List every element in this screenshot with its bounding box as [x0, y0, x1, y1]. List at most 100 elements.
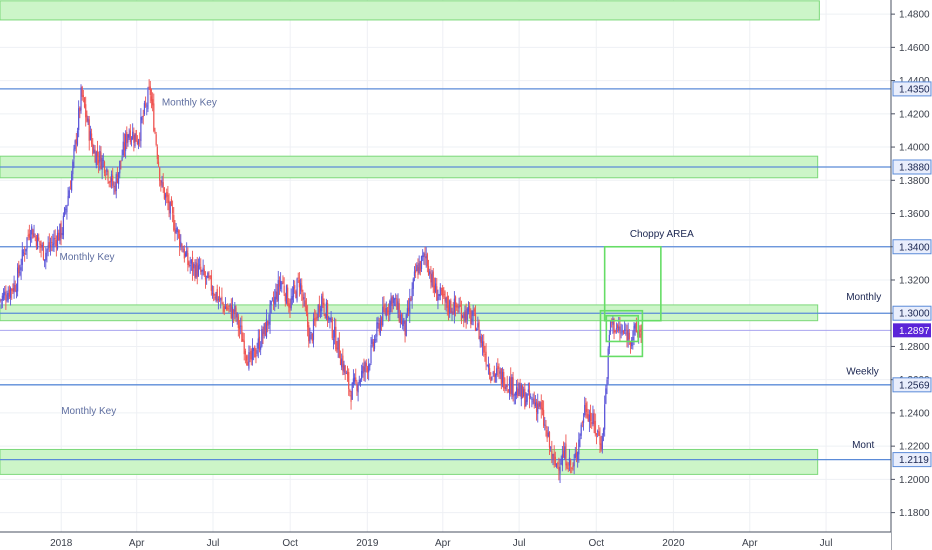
candle-body — [640, 333, 642, 338]
candle-body — [261, 329, 263, 347]
candle-body — [110, 174, 113, 182]
price-tick-label: 1.3200 — [899, 275, 930, 286]
candle-body — [20, 267, 22, 271]
level-price-label: 1.4350 — [899, 84, 930, 95]
candle-body — [554, 456, 556, 466]
candle-body — [281, 282, 283, 285]
candle-body — [168, 200, 170, 211]
candle-body — [291, 296, 293, 300]
candle-body — [175, 229, 177, 234]
candle-body — [500, 368, 502, 385]
grid-lines — [0, 0, 891, 532]
candle-body — [90, 133, 93, 144]
candle-body — [504, 386, 506, 390]
candle-body — [478, 321, 480, 340]
candle-body — [489, 368, 491, 375]
candle-body — [532, 400, 534, 402]
candle-body — [516, 387, 518, 396]
time-tick-label: Jul — [513, 538, 526, 549]
candle-body — [631, 339, 633, 347]
candle-body — [238, 325, 241, 330]
candle-body — [507, 390, 509, 392]
candle-body — [600, 443, 602, 450]
level-price-label: 1.3000 — [899, 309, 930, 320]
candle-body — [139, 139, 141, 141]
time-axis-bg — [0, 532, 891, 550]
candle-body — [308, 325, 310, 342]
candle-body — [505, 385, 507, 390]
candle-body — [216, 289, 218, 302]
candle-body — [133, 134, 135, 143]
zones-layer — [0, 0, 820, 475]
candle-body — [626, 329, 628, 342]
candle-body — [544, 424, 546, 426]
candle-body — [120, 160, 122, 162]
candle-body — [179, 233, 181, 248]
candle-body — [228, 306, 230, 307]
annotation-label: Mont — [852, 440, 874, 451]
candle-body — [339, 359, 342, 366]
candle-body — [45, 252, 47, 261]
candle-body — [518, 383, 520, 395]
candle-body — [424, 254, 426, 256]
candle-body — [38, 237, 40, 241]
candle-body — [546, 430, 548, 439]
candle-body — [183, 248, 185, 259]
candle-body — [223, 306, 225, 312]
candle-body — [233, 309, 235, 314]
candle-body — [8, 289, 10, 297]
candle-body — [537, 403, 539, 414]
candle-body — [491, 376, 493, 380]
candle-body — [108, 181, 110, 184]
level-price-badge — [892, 81, 932, 97]
candle-body — [260, 346, 262, 350]
candle-body — [19, 272, 21, 275]
candle-body — [315, 317, 317, 319]
candle-body — [635, 322, 637, 332]
candle-body — [517, 388, 519, 397]
candle-body — [80, 87, 82, 111]
candle-body — [74, 140, 76, 150]
candle-body — [581, 421, 583, 423]
candle-body — [0, 299, 1, 301]
level-price-badge — [892, 377, 932, 393]
candle-body — [289, 304, 291, 311]
candle-body — [388, 310, 390, 312]
candle-body — [44, 259, 46, 262]
candle-body — [137, 139, 140, 145]
candle-body — [321, 296, 323, 312]
candle-body — [430, 274, 432, 283]
candle-body — [166, 192, 168, 197]
candle-body — [152, 99, 154, 106]
candle-body — [337, 337, 339, 350]
candle-body — [364, 362, 366, 373]
candle-body — [86, 114, 88, 122]
candle-body — [271, 298, 273, 300]
candle-body — [557, 463, 559, 465]
candle-body — [307, 312, 309, 328]
candle-body — [211, 292, 214, 294]
candle-body — [493, 370, 495, 377]
candle-body — [361, 370, 363, 380]
candle-body — [169, 202, 171, 214]
candle-body — [176, 227, 178, 232]
time-tick-label: 2020 — [662, 538, 685, 549]
candle-body — [213, 292, 215, 296]
time-axis[interactable]: 2018 Apr Jul Oct 2019 Apr Jul Oct 2020 Apr Jul — [0, 531, 891, 550]
price-axis-panel[interactable]: 1.18001.20001.22001.24001.26001.28001.30… — [890, 0, 932, 550]
candle-body — [103, 161, 106, 173]
candle-body — [450, 300, 452, 313]
candle-body — [413, 271, 416, 277]
candle-body — [545, 425, 547, 429]
candle-body — [187, 253, 189, 265]
candle-body — [575, 452, 578, 457]
price-tick-label: 1.4800 — [899, 10, 930, 21]
candle-body — [12, 288, 14, 292]
candle-body — [392, 296, 394, 304]
candle-body — [81, 87, 83, 97]
time-tick-label: 2018 — [50, 538, 73, 549]
candle-body — [612, 318, 614, 325]
candle-body — [226, 306, 228, 310]
candle-body — [39, 240, 41, 246]
